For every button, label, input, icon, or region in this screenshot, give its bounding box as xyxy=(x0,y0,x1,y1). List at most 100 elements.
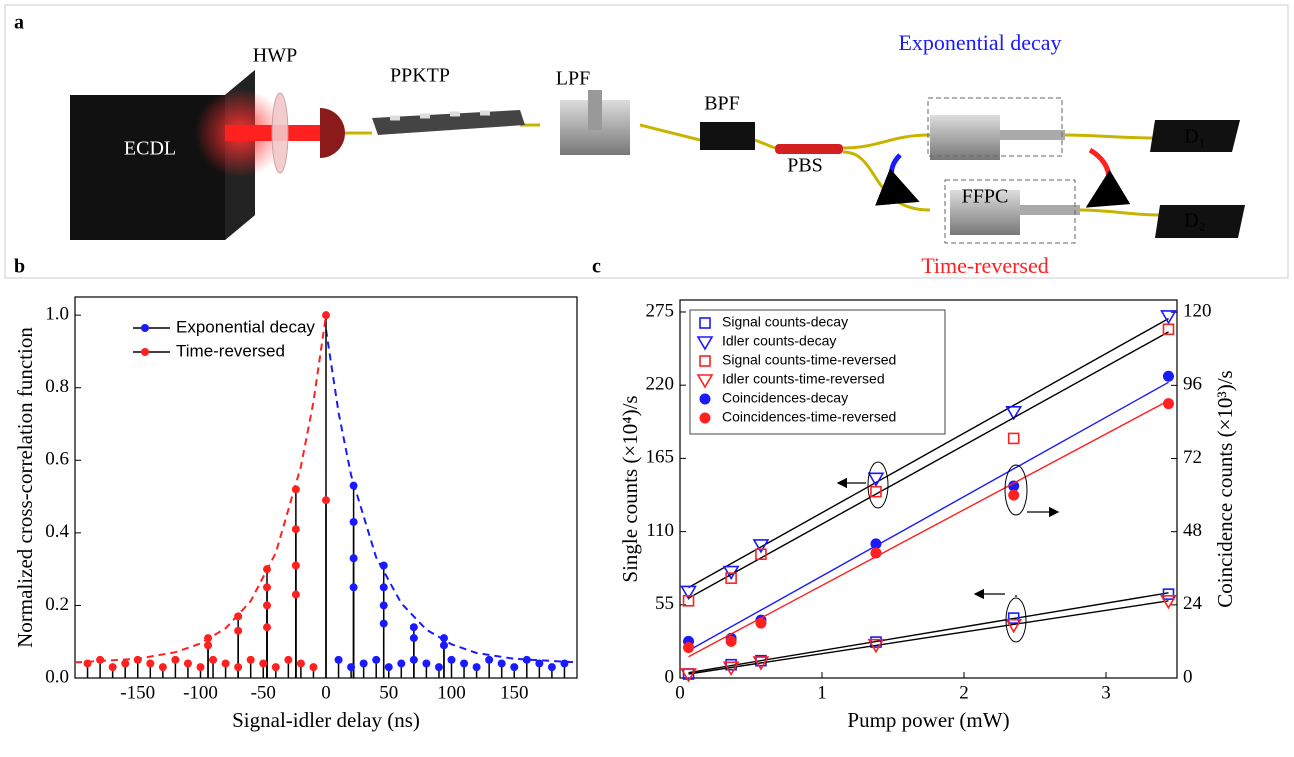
marker xyxy=(682,595,695,607)
x-tick-label: 0 xyxy=(321,682,331,703)
legend-frame xyxy=(689,309,946,435)
x-axis-label: Signal-idler delay (ns) xyxy=(232,708,420,732)
marker xyxy=(1160,310,1177,325)
panel-label: c xyxy=(592,256,601,278)
point xyxy=(121,659,130,668)
annotation xyxy=(975,594,1017,597)
point xyxy=(347,663,356,672)
fit-line xyxy=(688,600,1169,675)
y-axis-label: Normalized cross-correlation function xyxy=(13,327,37,648)
fit-curve xyxy=(74,314,327,664)
y-tick-label: 275 xyxy=(646,300,675,321)
annotation xyxy=(867,461,889,509)
x-tick-label: -50 xyxy=(251,682,276,703)
point xyxy=(146,659,155,668)
x-axis-label: Pump power (mW) xyxy=(847,708,1009,732)
fit-line xyxy=(688,331,1169,599)
path-label: Time-reversed xyxy=(921,253,1049,278)
point xyxy=(349,517,358,526)
marker xyxy=(752,539,770,554)
y-tick-label: 0.8 xyxy=(45,376,69,397)
annotation xyxy=(1004,464,1028,516)
marker xyxy=(725,572,737,584)
y-tick-label: 0 xyxy=(665,666,675,687)
component-label: D₂ xyxy=(1184,210,1205,232)
point xyxy=(171,655,180,664)
x-tick-label: -100 xyxy=(183,682,218,703)
point xyxy=(379,583,388,592)
point xyxy=(108,663,117,672)
component-label: HWP xyxy=(253,45,297,67)
fit-line xyxy=(688,381,1169,652)
panel-label: a xyxy=(14,12,24,34)
point xyxy=(309,663,318,672)
legend-label: Time-reversed xyxy=(176,341,285,360)
point xyxy=(379,601,388,610)
point xyxy=(96,655,105,664)
point xyxy=(349,554,358,563)
marker xyxy=(755,617,767,629)
marker xyxy=(725,635,737,647)
legend-label: Exponential decay xyxy=(176,317,315,336)
y2-axis-label: Coincidence counts (×10³)/s xyxy=(1213,370,1237,607)
y-axis-label: Single counts (×10⁴)/s xyxy=(618,395,642,582)
point xyxy=(447,655,456,664)
y-tick-label: 0.4 xyxy=(45,521,69,542)
point xyxy=(263,601,272,610)
marker xyxy=(1007,612,1020,624)
annotation xyxy=(1005,597,1027,643)
marker xyxy=(870,538,882,550)
legend-marker xyxy=(696,336,714,351)
marker xyxy=(1007,432,1020,445)
x-tick-label: 0 xyxy=(675,682,685,703)
point xyxy=(372,655,381,664)
component-label: ECDL xyxy=(124,138,176,160)
marker xyxy=(870,547,882,559)
point xyxy=(221,659,230,668)
point xyxy=(384,663,393,672)
point xyxy=(246,655,255,664)
point xyxy=(263,583,272,592)
point xyxy=(522,655,531,664)
component-label: PPKTP xyxy=(390,65,450,87)
y-tick-label: 55 xyxy=(655,593,674,614)
point xyxy=(291,561,300,570)
point xyxy=(296,659,305,668)
point xyxy=(291,590,300,599)
marker xyxy=(1008,480,1020,492)
y2-tick-label: 96 xyxy=(1183,374,1202,395)
legend-marker xyxy=(699,412,711,424)
point xyxy=(397,659,406,668)
point xyxy=(460,659,469,668)
x-tick-label: 150 xyxy=(500,682,529,703)
marker xyxy=(680,668,697,683)
setup xyxy=(70,70,1245,244)
point xyxy=(271,663,280,672)
point xyxy=(133,655,142,664)
legend-label: Idler counts-decay xyxy=(722,333,836,349)
marker xyxy=(1162,398,1174,410)
legend-marker xyxy=(141,348,149,356)
fit-line xyxy=(688,399,1169,658)
point xyxy=(535,659,544,668)
point xyxy=(183,659,192,668)
point xyxy=(510,663,519,672)
marker xyxy=(1162,323,1175,336)
x-tick-label: 1 xyxy=(817,682,827,703)
point xyxy=(547,663,556,672)
point xyxy=(560,659,569,668)
point xyxy=(485,655,494,664)
marker xyxy=(867,638,885,654)
path-label: Exponential decay xyxy=(898,30,1061,55)
marker xyxy=(1008,489,1020,501)
component-label: D₁ xyxy=(1184,126,1205,148)
point xyxy=(158,663,167,672)
component-label: PBS xyxy=(787,155,823,177)
marker xyxy=(1162,370,1174,382)
marker xyxy=(722,661,740,676)
point xyxy=(234,626,243,635)
y-tick-label: 220 xyxy=(646,374,675,395)
legend-marker xyxy=(141,324,149,332)
y-tick-label: 0.0 xyxy=(45,666,69,687)
legend-marker xyxy=(699,317,711,329)
